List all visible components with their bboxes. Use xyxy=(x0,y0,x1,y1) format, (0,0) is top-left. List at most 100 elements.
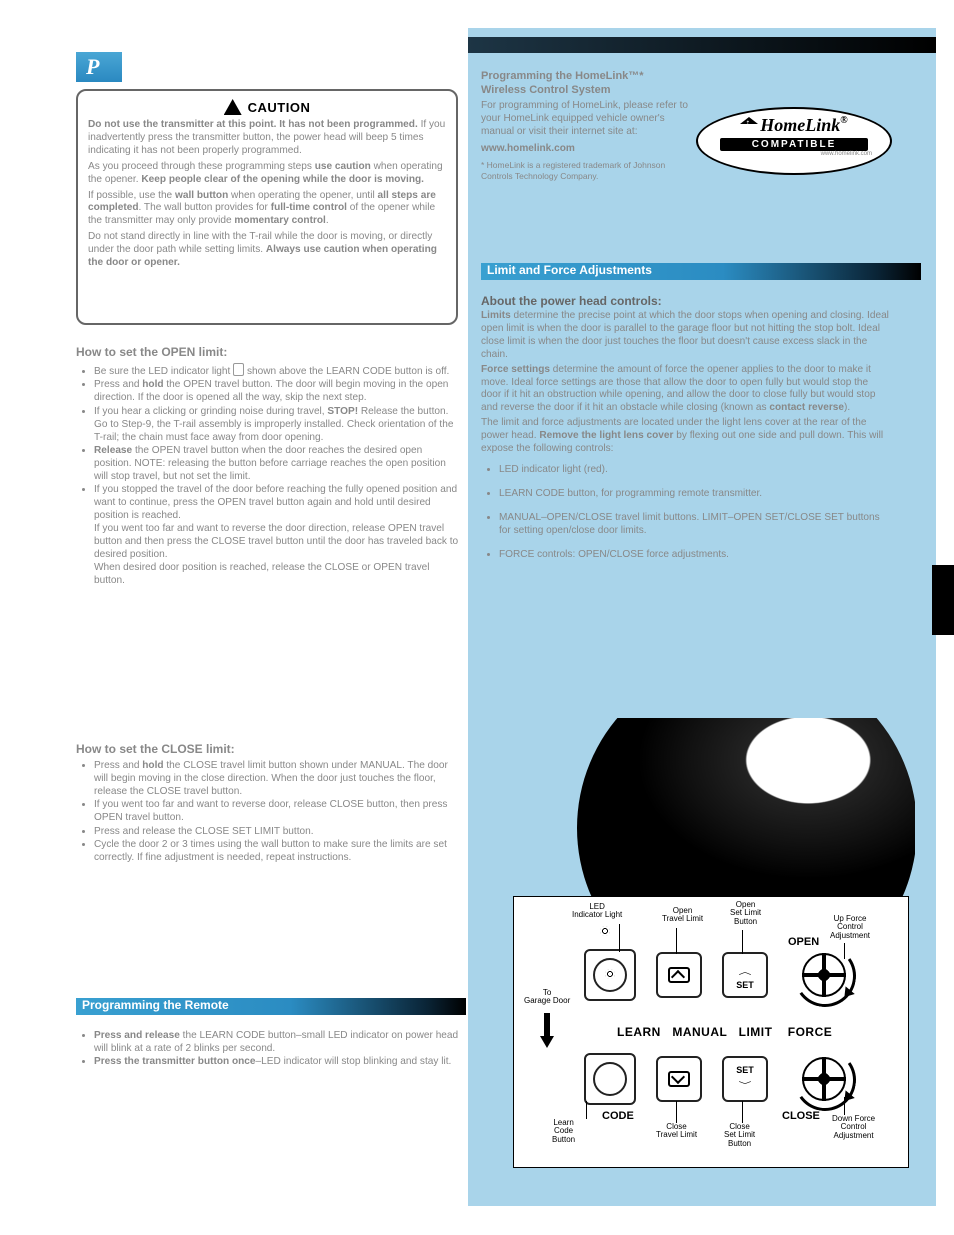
up-force-label: Up Force Control Adjustment xyxy=(830,915,870,940)
t: –LED indicator will stop blinking and st… xyxy=(256,1056,452,1067)
lead-line xyxy=(844,943,845,959)
code-word: CODE xyxy=(602,1111,634,1123)
t: when operating the opener, until xyxy=(228,190,377,201)
close-item-4: Cycle the door 2 or 3 times using the wa… xyxy=(94,839,462,865)
t: Be sure the LED indicator light xyxy=(94,366,233,377)
learn-code-label: Learn Code Button xyxy=(552,1119,575,1144)
section-letter: P xyxy=(76,52,122,82)
open-item-2: Press and hold the OPEN travel button. T… xyxy=(94,379,462,405)
learn-code-circle-icon xyxy=(593,1062,627,1096)
led-small-icon xyxy=(233,363,244,376)
powerhead-photo xyxy=(577,718,915,908)
open-set-button: ︿SET xyxy=(722,952,768,998)
power-p1: Limits determine the precise point at wh… xyxy=(481,310,891,362)
open-travel-label: Open Travel Limit xyxy=(662,907,703,924)
t: the OPEN travel button when the door rea… xyxy=(94,445,446,482)
homelink-title-a: Programming the HomeLink™* xyxy=(481,70,691,82)
remote-item-1: Press and release the LEARN CODE button–… xyxy=(94,1030,462,1056)
led-label: LED Indicator Light xyxy=(572,903,622,920)
close-set-button: SET﹀ xyxy=(722,1056,768,1102)
t: Press and xyxy=(94,760,142,771)
set-label-open: SET xyxy=(736,980,754,990)
t: shown above the LEARN CODE button is off… xyxy=(244,366,449,377)
caution-p1-bold: Do not use the transmitter at this point… xyxy=(88,119,418,130)
t: full-time control xyxy=(271,202,347,213)
t: contact reverse xyxy=(769,402,844,413)
close-travel-button xyxy=(656,1056,702,1102)
caution-header: CAUTION xyxy=(88,99,446,115)
close-item-1: Press and hold the CLOSE travel limit bu… xyxy=(94,760,462,799)
t: Release xyxy=(94,445,132,456)
limit-bar: Limit and Force Adjustments xyxy=(481,263,921,280)
t: ). xyxy=(844,402,850,413)
led-indicator-icon xyxy=(600,926,610,936)
close-set-label: Close Set Limit Button xyxy=(724,1123,755,1148)
chevron-down-icon xyxy=(668,1071,690,1087)
homelink-badge-text: HomeLink xyxy=(760,115,840,135)
t: . The wall button provides for xyxy=(138,202,270,213)
top-shadow-bar xyxy=(468,37,936,53)
t: use caution xyxy=(315,161,374,172)
learn-code-box xyxy=(584,1053,636,1105)
open-set-label: Open Set Limit Button xyxy=(730,901,761,926)
power-li1: LED indicator light (red). xyxy=(499,464,891,477)
t: . xyxy=(326,215,329,226)
close-item-3: Press and release the CLOSE SET LIMIT bu… xyxy=(94,826,462,839)
remote-item-2: Press the transmitter button once–LED in… xyxy=(94,1056,462,1069)
t: If possible, use the xyxy=(88,190,175,201)
row-labels: LEARN MANUAL LIMIT FORCE xyxy=(617,1025,832,1039)
open-limit-block: How to set the OPEN limit: Be sure the L… xyxy=(76,345,462,588)
power-p3: The limit and force adjustments are loca… xyxy=(481,417,891,456)
caution-box: CAUTION Do not use the transmitter at th… xyxy=(76,89,458,325)
caution-p4: Do not stand directly in line with the T… xyxy=(88,231,446,270)
power-li3: MANUAL–OPEN/CLOSE travel limit buttons. … xyxy=(499,512,891,538)
homelink-foot: * HomeLink is a registered trademark of … xyxy=(481,160,691,182)
t: Remove the light lens cover xyxy=(539,430,673,441)
t: wall button xyxy=(175,190,228,201)
homelink-block: Programming the HomeLink™* Wireless Cont… xyxy=(481,70,691,185)
up-force-arc-icon xyxy=(789,940,861,1012)
remote-block: Press and release the LEARN CODE button–… xyxy=(76,1026,462,1070)
photo-disc xyxy=(577,718,915,908)
limit-bar-label: Limit and Force Adjustments xyxy=(481,263,652,277)
caution-p1: Do not use the transmitter at this point… xyxy=(88,119,446,158)
open-travel-button xyxy=(656,952,702,998)
warning-triangle-icon xyxy=(224,99,242,115)
lead-line xyxy=(844,1097,845,1115)
lead-line xyxy=(586,1101,587,1119)
homelink-url: www.homelink.com xyxy=(481,143,691,156)
t: If you hear a clicking or grinding noise… xyxy=(94,406,327,417)
t: Keep people clear of the opening while t… xyxy=(141,174,424,185)
learn-circle-box xyxy=(584,949,636,1001)
powerhead-block: About the power head controls: Limits de… xyxy=(481,292,891,573)
lead-line xyxy=(742,930,743,954)
house-icon xyxy=(740,117,758,131)
caution-label: CAUTION xyxy=(248,100,311,115)
t: As you proceed through these programming… xyxy=(88,161,315,172)
open-item-1: Be sure the LED indicator light shown ab… xyxy=(94,363,462,379)
close-travel-label: Close Travel Limit xyxy=(656,1123,697,1140)
homelink-badge-bar: COMPATIBLE xyxy=(720,138,868,151)
set-label-close: SET xyxy=(736,1065,754,1075)
t: STOP! xyxy=(327,406,358,417)
t: momentary control xyxy=(234,215,325,226)
homelink-badge-url: www.homelink.com xyxy=(698,151,890,157)
down-arrow-icon xyxy=(540,1013,554,1049)
homelink-p1: For programming of HomeLink, please refe… xyxy=(481,100,691,139)
power-title: About the power head controls: xyxy=(481,294,891,308)
homelink-badge-logo: HomeLink® xyxy=(698,115,890,136)
chevron-up-icon xyxy=(668,967,690,983)
remote-bar: Programming the Remote xyxy=(76,998,466,1015)
close-word: CLOSE xyxy=(782,1111,820,1123)
control-panel-diagram: LED Indicator Light Open Travel Limit Op… xyxy=(513,896,909,1168)
t: Press and release xyxy=(94,1030,180,1041)
homelink-title-b: Wireless Control System xyxy=(481,84,691,96)
lead-line xyxy=(676,1101,677,1123)
close-limit-block: How to set the CLOSE limit: Press and ho… xyxy=(76,742,462,865)
open-heading: How to set the OPEN limit: xyxy=(76,345,462,359)
section-letter-text: P xyxy=(76,54,99,79)
t: hold xyxy=(142,760,163,771)
t: Press and xyxy=(94,379,142,390)
t: determine the precise point at which the… xyxy=(481,310,889,360)
t: Press the transmitter button once xyxy=(94,1056,256,1067)
